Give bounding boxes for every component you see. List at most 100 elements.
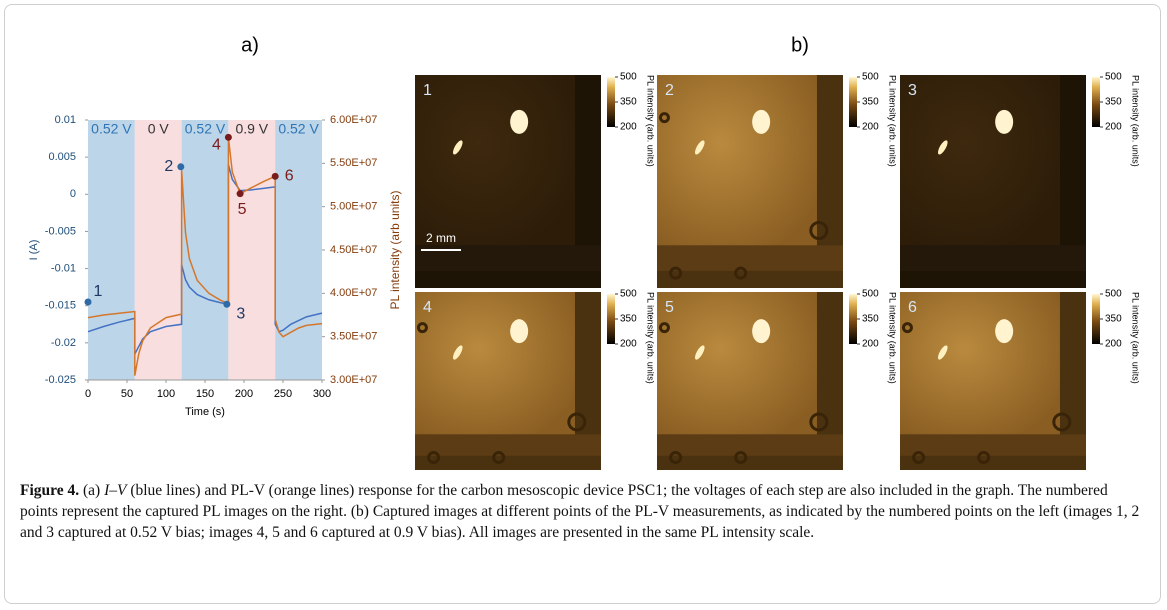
point-label: 1: [94, 283, 103, 300]
dark-spot: [734, 266, 748, 280]
y2-tick-label: 4.50E+07: [330, 244, 377, 256]
bright-spot: [510, 109, 529, 134]
colorbar-tick-label: 500: [620, 72, 637, 83]
colorbar: [849, 294, 857, 344]
colorbar-tick-label: 500: [1105, 72, 1122, 83]
device-edge: [657, 434, 843, 456]
region-label: 0 V: [148, 121, 170, 137]
device-edge: [900, 245, 1086, 271]
colorbar-tick-label: 200: [620, 339, 637, 350]
x-tick-label: 150: [196, 388, 214, 400]
y2-tick-label: 5.00E+07: [330, 201, 377, 213]
colorbar-label: PL intensity (arb. units): [888, 75, 898, 167]
bright-streak: [453, 140, 463, 155]
point-marker: [223, 300, 231, 308]
device-area: [657, 292, 817, 435]
data-line: [87, 164, 323, 355]
pl-image: 4 500 350 200 PL intensity (arb. units): [415, 289, 656, 470]
dark-spot: [669, 266, 683, 280]
dark-spot: [658, 322, 670, 334]
y2-axis-label: PL intensity (arb units): [388, 191, 402, 310]
x-tick-label: 0: [85, 388, 91, 400]
device-area: [900, 292, 1060, 435]
panel-a-label: a): [241, 34, 259, 56]
point-label: 6: [285, 168, 294, 185]
voltage-region: [88, 120, 135, 380]
x-tick-label: 100: [157, 388, 175, 400]
colorbar-label: PL intensity (arb. units): [1131, 292, 1141, 384]
y2-tick-label: 4.00E+07: [330, 287, 377, 299]
device-area: [415, 75, 575, 246]
device-area: [900, 75, 1060, 246]
image-number: 2: [665, 82, 674, 99]
scale-bar-label: 2 mm: [426, 231, 456, 245]
colorbar: [849, 77, 857, 127]
dark-spot: [912, 451, 926, 465]
y-tick-label: 0.01: [55, 114, 76, 126]
image-number: 4: [423, 299, 432, 316]
colorbar: [607, 77, 615, 127]
x-tick-label: 300: [313, 388, 331, 400]
bright-streak: [695, 140, 705, 155]
y-tick-label: 0: [70, 188, 76, 200]
device-edge: [657, 245, 843, 271]
bright-streak: [695, 345, 705, 360]
voltage-region: [181, 120, 229, 380]
y-tick-label: 0.005: [48, 151, 76, 163]
dark-spot: [416, 322, 428, 334]
region-label: 0.52 V: [185, 121, 226, 137]
caption: Figure 4. (a) I–V (blue lines) and PL-V …: [20, 480, 1140, 543]
y-axis-label: I (A): [28, 240, 40, 261]
point-label: 4: [212, 137, 221, 154]
point-label: 2: [164, 158, 173, 175]
region-label: 0.52 V: [91, 121, 132, 137]
x-tick-label: 50: [121, 388, 133, 400]
voltage-region: [228, 120, 276, 380]
colorbar: [1092, 294, 1100, 344]
y2-tick-label: 5.50E+07: [330, 157, 377, 169]
colorbar-tick-label: 200: [1105, 122, 1122, 133]
dark-spot: [809, 412, 829, 432]
colorbar-tick-label: 500: [620, 289, 637, 300]
device-edge: [900, 434, 1086, 456]
device-edge: [415, 434, 601, 456]
colorbar-label: PL intensity (arb. units): [646, 75, 656, 167]
voltage-region: [134, 120, 182, 380]
dark-spot: [427, 451, 441, 465]
pl-image: 6 500 350 200 PL intensity (arb. units): [900, 289, 1141, 470]
dark-spot: [809, 220, 829, 240]
colorbar-label: PL intensity (arb. units): [888, 292, 898, 384]
y2-tick-label: 6.00E+07: [330, 114, 377, 126]
caption-text: I–V: [104, 482, 127, 499]
dark-spot: [567, 412, 587, 432]
y-tick-label: -0.01: [51, 262, 76, 274]
image-number: 6: [908, 299, 917, 316]
colorbar-label: PL intensity (arb. units): [1131, 75, 1141, 167]
colorbar-tick-label: 350: [620, 97, 637, 108]
y2-tick-label: 3.50E+07: [330, 331, 377, 343]
y-tick-label: -0.025: [45, 374, 76, 386]
dark-spot: [901, 322, 913, 334]
colorbar: [607, 294, 615, 344]
device-area: [657, 75, 817, 246]
colorbar-tick-label: 200: [862, 122, 879, 133]
pl-image: 3 500 350 200 PL intensity (arb. units): [900, 72, 1141, 288]
colorbar-tick-label: 350: [620, 314, 637, 325]
bright-spot: [995, 109, 1014, 134]
bright-streak: [453, 345, 463, 360]
colorbar-tick-label: 350: [862, 314, 879, 325]
caption-text: (blue lines) and PL-V (orange lines) res…: [20, 482, 1140, 541]
figure-frame: [4, 4, 1161, 604]
colorbar-tick-label: 500: [1105, 289, 1122, 300]
bright-streak: [938, 140, 948, 155]
colorbar-tick-label: 200: [620, 122, 637, 133]
x-tick-label: 200: [235, 388, 253, 400]
colorbar-tick-label: 200: [862, 339, 879, 350]
y-tick-label: -0.015: [45, 300, 76, 312]
x-tick-label: 250: [274, 388, 292, 400]
dark-spot: [658, 112, 670, 124]
region-label: 0.9 V: [235, 121, 268, 137]
colorbar-tick-label: 350: [1105, 314, 1122, 325]
